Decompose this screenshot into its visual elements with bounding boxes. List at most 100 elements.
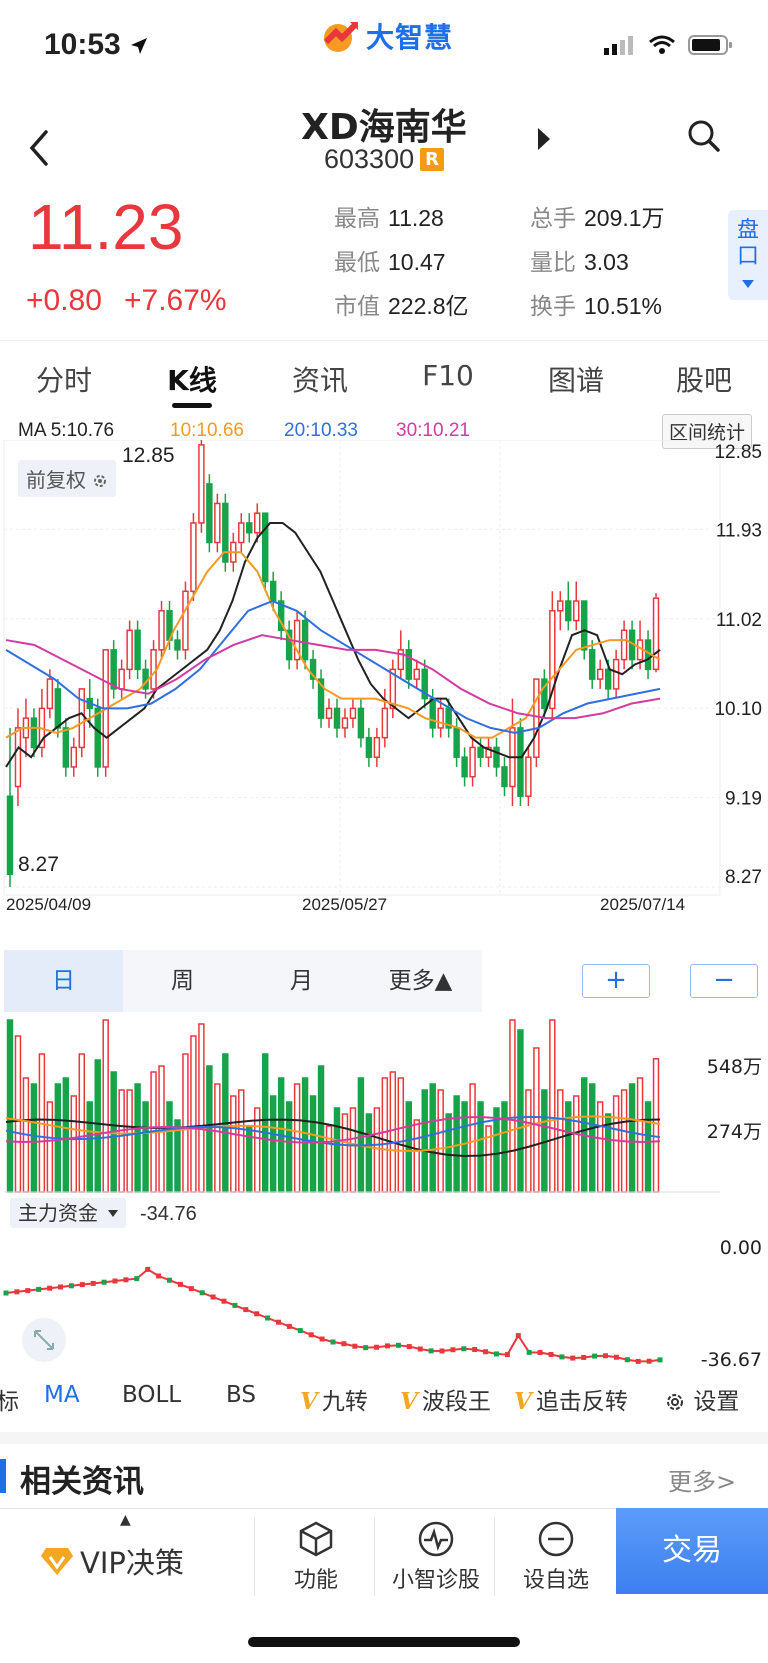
tab-news[interactable]: 资讯 bbox=[291, 364, 348, 397]
volume-bar bbox=[429, 1083, 436, 1193]
next-stock-button[interactable] bbox=[534, 124, 554, 154]
zoom-out-button[interactable]: − bbox=[690, 964, 758, 998]
period-more[interactable]: 更多▲ bbox=[388, 968, 453, 994]
capital-flow-point bbox=[494, 1351, 499, 1357]
candle-up bbox=[325, 707, 333, 719]
volume-bar bbox=[309, 1095, 317, 1193]
candle-down bbox=[246, 522, 253, 534]
order-book-button[interactable]: 盘口 bbox=[728, 210, 768, 300]
volume-bar bbox=[381, 1077, 389, 1193]
stat-market-cap: 市值 222.8亿 bbox=[334, 293, 469, 320]
vip-decision-button[interactable]: VIP决策 bbox=[40, 1540, 184, 1582]
capital-flow-point bbox=[232, 1302, 238, 1308]
capital-flow-point bbox=[58, 1284, 63, 1290]
adjust-button[interactable]: 前复权 bbox=[18, 460, 117, 497]
news-more-link[interactable]: 更多> bbox=[668, 1468, 737, 1496]
divider bbox=[494, 1518, 495, 1596]
capital-flow-point bbox=[79, 1282, 85, 1288]
candle-up bbox=[238, 522, 245, 544]
period-week[interactable]: 周 bbox=[171, 968, 194, 994]
candle-up bbox=[14, 727, 22, 788]
indicator-boll[interactable]: BOLL bbox=[122, 1382, 182, 1408]
volume-bar bbox=[365, 1113, 373, 1193]
y-tick-label: 10.10 bbox=[714, 699, 762, 720]
candle-down bbox=[517, 727, 524, 797]
indicator-bs[interactable]: BS bbox=[226, 1382, 256, 1408]
candle-down bbox=[588, 649, 596, 680]
volume-bar bbox=[453, 1095, 460, 1193]
indicator-ma[interactable]: MA bbox=[44, 1382, 80, 1408]
x-axis-label: 2025/04/09 bbox=[6, 895, 91, 914]
indicator-partial[interactable]: 标 bbox=[0, 1389, 19, 1415]
range-stats-button[interactable]: 区间统计 bbox=[662, 414, 753, 449]
price-change-percent: +7.67% bbox=[124, 284, 227, 317]
capital-flow-point bbox=[341, 1341, 347, 1347]
indicator-settings[interactable]: 设置 bbox=[664, 1382, 739, 1416]
watchlist-button[interactable]: 设自选 bbox=[500, 1520, 612, 1594]
period-day[interactable]: 日 bbox=[4, 950, 123, 1012]
capital-flow-point bbox=[624, 1357, 630, 1363]
capital-flow-point bbox=[276, 1319, 281, 1325]
volume-bar bbox=[421, 1089, 428, 1193]
settings-icon bbox=[667, 1394, 683, 1410]
capital-flow-point bbox=[385, 1343, 390, 1349]
ma30-line bbox=[5, 634, 661, 720]
indicator-zhuiji[interactable]: V 追击反转 bbox=[514, 1388, 628, 1415]
candle-up bbox=[413, 668, 420, 680]
vip-label: VIP决策 bbox=[80, 1546, 184, 1580]
divider bbox=[374, 1518, 375, 1596]
capital-flow-point bbox=[417, 1346, 423, 1352]
capital-flow-point bbox=[526, 1349, 532, 1355]
diagnosis-button[interactable]: 小智诊股 bbox=[380, 1520, 492, 1594]
capital-flow-point bbox=[559, 1354, 565, 1360]
capital-flow-point bbox=[308, 1332, 314, 1338]
candle-up bbox=[549, 610, 556, 710]
trade-button[interactable]: 交易 bbox=[616, 1508, 768, 1594]
candle-down bbox=[317, 678, 325, 719]
kline-chart[interactable]: 12.85 11.93 11.02 10.10 9.19 8.27 12.85 8.27 20… bbox=[0, 440, 768, 1380]
volume-bar bbox=[102, 1019, 109, 1193]
search-button[interactable] bbox=[686, 118, 722, 154]
cube-icon bbox=[299, 1521, 333, 1557]
vol-y-tick: 548万 bbox=[707, 1056, 762, 1078]
capital-flow-point bbox=[90, 1280, 96, 1286]
tab-forum[interactable]: 股吧 bbox=[675, 364, 732, 397]
candle-down bbox=[581, 600, 588, 651]
logo-text: 大智慧 bbox=[366, 21, 454, 54]
zoom-in-button[interactable]: + bbox=[582, 964, 650, 998]
volume-bar bbox=[445, 1113, 452, 1193]
capital-flow-point bbox=[177, 1281, 183, 1287]
stock-code: 603300 bbox=[324, 144, 415, 174]
tab-intraday[interactable]: 分时 bbox=[35, 364, 92, 397]
volume-bar bbox=[413, 1119, 420, 1193]
tab-graph[interactable]: 图谱 bbox=[547, 364, 604, 397]
caret-down-icon bbox=[108, 1210, 118, 1217]
tab-f10[interactable]: F10 bbox=[422, 359, 474, 392]
x-axis-label: 2025/07/14 bbox=[600, 895, 685, 914]
y-tick-label: 8.27 bbox=[725, 867, 762, 888]
caret-up-icon: ▲ bbox=[120, 1512, 131, 1528]
capital-flow-point bbox=[395, 1342, 401, 1348]
candle-down bbox=[565, 600, 572, 622]
volume-bar bbox=[46, 1101, 54, 1193]
candle-up bbox=[557, 600, 564, 612]
volume-bar bbox=[325, 1125, 333, 1193]
candle-down bbox=[477, 746, 484, 758]
volume-bar bbox=[652, 1058, 660, 1193]
vol-ma30-line bbox=[5, 1116, 661, 1144]
function-button[interactable]: 功能 bbox=[260, 1520, 372, 1594]
period-month[interactable]: 月 bbox=[290, 968, 313, 994]
candle-up bbox=[46, 678, 54, 710]
candle-down bbox=[285, 629, 293, 661]
capital-flow-point bbox=[657, 1357, 663, 1363]
back-button[interactable] bbox=[22, 128, 58, 168]
candle-down bbox=[62, 727, 70, 768]
capital-flow-point bbox=[646, 1358, 652, 1364]
candle-up bbox=[118, 668, 125, 690]
indicator-boduanwang[interactable]: V 波段王 bbox=[400, 1388, 491, 1415]
indicator-jiuzhuan[interactable]: V 九转 bbox=[300, 1388, 368, 1415]
volume-bar bbox=[549, 1019, 556, 1193]
capital-y-tick: 0.00 bbox=[720, 1237, 762, 1259]
tab-kline[interactable]: K线 bbox=[167, 364, 217, 397]
volume-bar bbox=[142, 1101, 149, 1193]
